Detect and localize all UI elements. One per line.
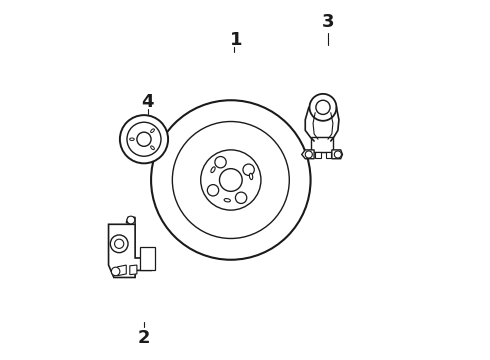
Circle shape (151, 100, 311, 260)
Ellipse shape (224, 199, 230, 202)
Circle shape (172, 122, 289, 238)
Polygon shape (130, 265, 137, 275)
Ellipse shape (249, 173, 253, 180)
Circle shape (110, 235, 128, 253)
Circle shape (111, 267, 120, 276)
Polygon shape (311, 138, 333, 152)
Polygon shape (118, 265, 126, 276)
Text: 3: 3 (322, 13, 335, 31)
Ellipse shape (150, 146, 154, 150)
Circle shape (305, 151, 312, 158)
Polygon shape (126, 217, 135, 224)
Circle shape (127, 122, 161, 156)
Polygon shape (109, 224, 151, 278)
Circle shape (201, 150, 261, 210)
Circle shape (207, 185, 219, 196)
Text: 2: 2 (138, 329, 150, 347)
Ellipse shape (130, 138, 134, 140)
Circle shape (243, 164, 254, 175)
Circle shape (316, 100, 330, 114)
Circle shape (137, 132, 151, 146)
Text: 1: 1 (230, 31, 243, 49)
Polygon shape (141, 247, 155, 270)
Circle shape (334, 151, 342, 158)
Ellipse shape (150, 129, 154, 132)
Circle shape (235, 192, 247, 203)
Text: 4: 4 (141, 93, 154, 111)
Circle shape (310, 94, 337, 121)
Circle shape (115, 239, 124, 248)
Circle shape (215, 157, 226, 168)
Ellipse shape (211, 167, 215, 172)
Polygon shape (332, 150, 343, 159)
Circle shape (120, 115, 168, 163)
Polygon shape (326, 152, 331, 158)
Circle shape (127, 216, 135, 224)
Circle shape (220, 168, 242, 192)
Polygon shape (315, 152, 321, 158)
Polygon shape (302, 150, 314, 159)
